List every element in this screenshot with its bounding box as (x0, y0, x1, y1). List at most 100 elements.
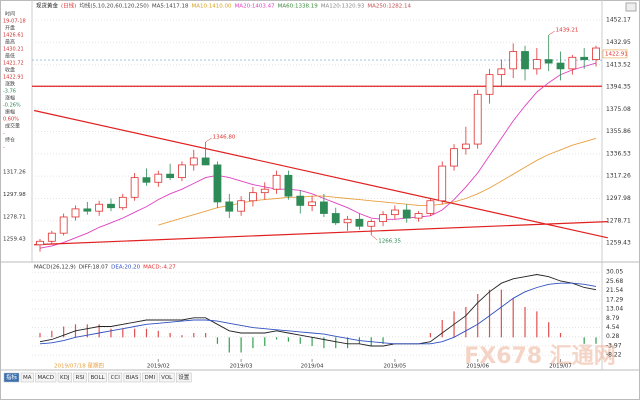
annotation-leader (205, 137, 212, 143)
settings-button[interactable] (625, 2, 637, 12)
trendline (33, 109, 608, 239)
tab[interactable]: MA (20, 372, 34, 383)
info-value: -0.26% (3, 103, 21, 109)
tab[interactable]: VOL (158, 372, 175, 383)
tab-label: BOLL (90, 375, 105, 381)
candle-body (320, 201, 328, 214)
candle-body (308, 201, 316, 206)
candle-body (95, 203, 104, 212)
info-value: 0.60% (3, 117, 19, 123)
y-tick-label: 1413.52 (606, 61, 631, 68)
header-item: 均线(5,10,20,60,120,250) (79, 2, 149, 10)
info-label: 开盘 (5, 25, 15, 32)
candle-body (580, 56, 589, 60)
y-tick-label: 30.05 (606, 269, 623, 276)
tab-box (158, 372, 175, 383)
candle-body (284, 174, 293, 197)
info-label: 涨跌 (5, 81, 15, 88)
y-tick-label: 0.28 (606, 333, 620, 340)
header-item: MA10:1410.00 (191, 4, 232, 10)
x-tick-label: 2019/02 (147, 364, 170, 370)
info-label: 振幅 (5, 109, 15, 116)
candle-body (426, 200, 435, 214)
header-item: MACD(26,12,9) (34, 265, 76, 271)
header-item: MA120:1320.93 (321, 4, 365, 10)
candle-body (83, 208, 92, 212)
tab-label: RSI (76, 375, 85, 381)
candle-body (592, 47, 600, 61)
candle-body (509, 51, 518, 70)
tab-label: DMI (145, 375, 156, 381)
footer-date: 2019/07/18 星期四 (54, 363, 104, 370)
annotation-leader (548, 30, 555, 36)
tab-label: KDJ (60, 375, 70, 381)
annotation-label: 1439.21 (556, 28, 579, 34)
candle-body (367, 221, 376, 227)
x-tick-label: 2019/03 (230, 364, 253, 370)
last-price-label: 1422.91 (605, 51, 628, 57)
candle-body (260, 188, 269, 194)
info-label: 最低 (5, 53, 15, 60)
y-tick-label: 17.29 (606, 296, 623, 303)
y-tick-label: 13.04 (606, 306, 623, 313)
last-price-box (602, 49, 628, 59)
candle-body (201, 157, 210, 166)
candle-body (556, 62, 565, 70)
tab[interactable]: BOLL (88, 372, 107, 383)
y-tick-label: 8.79 (606, 315, 620, 322)
tab-box (57, 372, 72, 383)
tab-box (88, 372, 107, 383)
tab[interactable]: MACD (35, 372, 57, 383)
candle-body (544, 59, 553, 64)
tab[interactable]: 设置 (175, 372, 192, 383)
info-value: -3.76 (3, 89, 16, 95)
y-tick-label: -8.22 (606, 352, 622, 359)
candle-body (390, 209, 399, 216)
tab-box (3, 372, 20, 383)
x-tick-label: 2019/06 (466, 364, 489, 370)
candle-body (47, 232, 56, 242)
tab[interactable]: DMI (142, 372, 158, 383)
candle-body (450, 148, 458, 167)
candle-body (438, 165, 447, 202)
tab[interactable]: 指标 (3, 372, 20, 383)
y-tick-label-left: 1259.43 (3, 237, 26, 243)
tab-label: 设置 (178, 373, 190, 381)
candle-body (189, 157, 198, 166)
candle-body (36, 240, 44, 246)
y-tick-label: 1278.71 (606, 217, 631, 224)
y-tick-label: 1394.35 (606, 83, 631, 90)
candle-body (355, 218, 364, 227)
info-label: 收盘 (5, 67, 15, 74)
header-item: DEA:20.20 (111, 265, 140, 271)
y-tick-label: 1355.86 (606, 128, 631, 135)
tab[interactable]: CCI (108, 372, 123, 383)
candle-body (118, 196, 127, 209)
candle-body (379, 214, 387, 223)
header-item: 现货黄金 (36, 2, 59, 10)
candle-body (343, 218, 352, 224)
header-item: MA5:1417.18 (152, 4, 189, 10)
annotation-leader (371, 234, 378, 241)
candle-body (414, 213, 423, 219)
tab[interactable]: RSI (73, 372, 87, 383)
x-tick-label: 2019/04 (301, 364, 324, 370)
candle-body (521, 51, 529, 70)
x-tick-label: 2019/05 (383, 364, 406, 370)
tab[interactable]: BIAS (123, 372, 141, 383)
candle-body (59, 216, 68, 234)
header-item: MA20:1403.47 (235, 4, 276, 10)
candle-body (331, 213, 340, 224)
candle-body (485, 74, 494, 95)
dea-line (39, 282, 597, 345)
info-value: 1426.61 (3, 33, 24, 39)
annotation-label: 1266.35 (378, 239, 401, 245)
y-tick-label: -3.97 (606, 342, 622, 349)
trendline (34, 221, 608, 246)
candle-body (402, 209, 411, 219)
tab[interactable]: KDJ (57, 372, 72, 383)
watermark: FX678 汇通网 (464, 344, 616, 369)
header-item: MA60:1338.19 (278, 4, 319, 10)
annotation-label: 1346.80 (213, 134, 236, 140)
